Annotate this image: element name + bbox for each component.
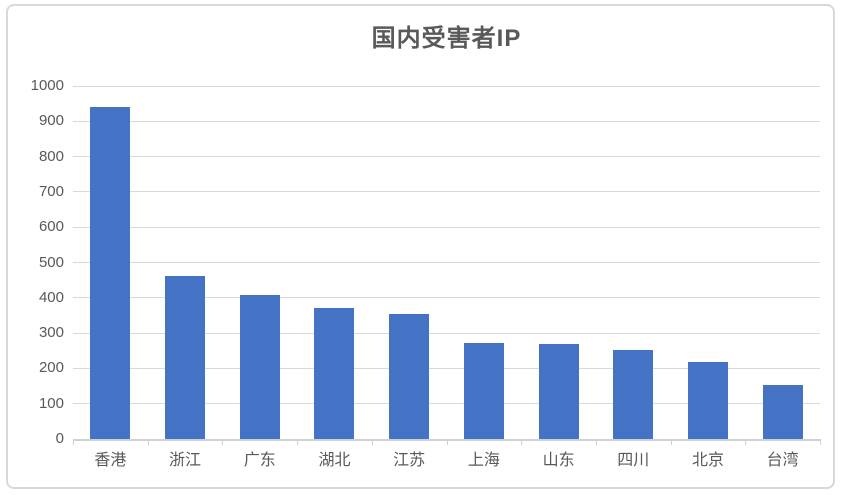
y-tick-label-100: 100 bbox=[38, 394, 64, 412]
y-tick-label-900: 900 bbox=[38, 112, 64, 130]
bar-slot bbox=[73, 86, 148, 439]
x-tick-label-山东: 山东 bbox=[542, 452, 575, 469]
bar-slot bbox=[447, 86, 522, 439]
y-tick-label-0: 0 bbox=[55, 430, 64, 447]
x-tick-label-香港: 香港 bbox=[94, 452, 127, 469]
bar-江苏 bbox=[389, 314, 430, 439]
x-axis-tick bbox=[73, 439, 148, 445]
gridline-300 bbox=[73, 332, 820, 334]
gridline-200 bbox=[73, 367, 820, 369]
x-axis-tick bbox=[297, 439, 372, 445]
x-axis-tick bbox=[595, 439, 671, 445]
chart-title: 国内受害者IP bbox=[371, 25, 522, 52]
y-tick-label-200: 200 bbox=[38, 359, 64, 377]
gridline-800 bbox=[73, 156, 820, 158]
bar-slot bbox=[521, 86, 596, 439]
x-tick-label-台湾: 台湾 bbox=[766, 452, 799, 469]
x-axis-tick bbox=[446, 439, 522, 445]
y-tick-label-800: 800 bbox=[38, 147, 64, 165]
bar-湖北 bbox=[314, 308, 355, 439]
gridline-500 bbox=[73, 262, 820, 263]
x-tick-label-上海: 上海 bbox=[467, 452, 500, 469]
gridline-1000 bbox=[73, 85, 820, 87]
bar-slot bbox=[671, 86, 746, 439]
bar-上海 bbox=[463, 342, 504, 439]
x-tick-label-北京: 北京 bbox=[691, 452, 724, 469]
y-tick-label-700: 700 bbox=[38, 182, 64, 200]
x-tick-label-湖北: 湖北 bbox=[318, 452, 351, 469]
bar-slot bbox=[745, 86, 820, 439]
bar-series bbox=[73, 86, 820, 439]
bar-山东 bbox=[538, 343, 579, 439]
x-axis-line bbox=[73, 439, 820, 441]
y-tick-label-500: 500 bbox=[38, 253, 64, 271]
gridline-900 bbox=[73, 120, 820, 122]
bar-北京 bbox=[687, 362, 728, 439]
bar-台湾 bbox=[762, 385, 803, 439]
x-tick-label-江苏: 江苏 bbox=[393, 452, 426, 469]
x-tick-label-浙江: 浙江 bbox=[169, 452, 202, 469]
x-axis-ticks bbox=[73, 439, 821, 445]
bar-slot bbox=[297, 86, 372, 439]
x-tick-label-广东: 广东 bbox=[243, 452, 276, 469]
x-tick-label-四川: 四川 bbox=[617, 452, 650, 469]
x-axis-tick bbox=[521, 439, 596, 445]
x-axis-tick bbox=[670, 439, 746, 445]
x-axis-tick bbox=[371, 439, 447, 445]
bar-香港 bbox=[90, 107, 131, 439]
gridline-400 bbox=[73, 297, 820, 299]
x-axis-labels: 香港 浙江 广东 湖北 江苏 上海 山东 四川 北京 台湾 bbox=[73, 449, 820, 473]
gridline-100 bbox=[73, 403, 820, 405]
bar-四川 bbox=[613, 350, 654, 439]
x-axis-tick bbox=[147, 439, 223, 445]
y-tick-label-1000: 1000 bbox=[30, 77, 64, 94]
bar-广东 bbox=[239, 294, 280, 439]
bar-浙江 bbox=[165, 275, 206, 439]
y-tick-label-600: 600 bbox=[38, 218, 64, 236]
bar-slot bbox=[222, 86, 297, 439]
gridline-700 bbox=[73, 191, 820, 193]
y-tick-label-400: 400 bbox=[38, 288, 64, 306]
bar-slot bbox=[148, 86, 223, 439]
bar-slot bbox=[372, 86, 447, 439]
y-tick-label-300: 300 bbox=[38, 324, 64, 342]
x-axis-tick bbox=[222, 439, 297, 445]
gridline-600 bbox=[73, 226, 820, 228]
x-axis-tick bbox=[745, 439, 820, 445]
bar-slot bbox=[596, 86, 671, 439]
